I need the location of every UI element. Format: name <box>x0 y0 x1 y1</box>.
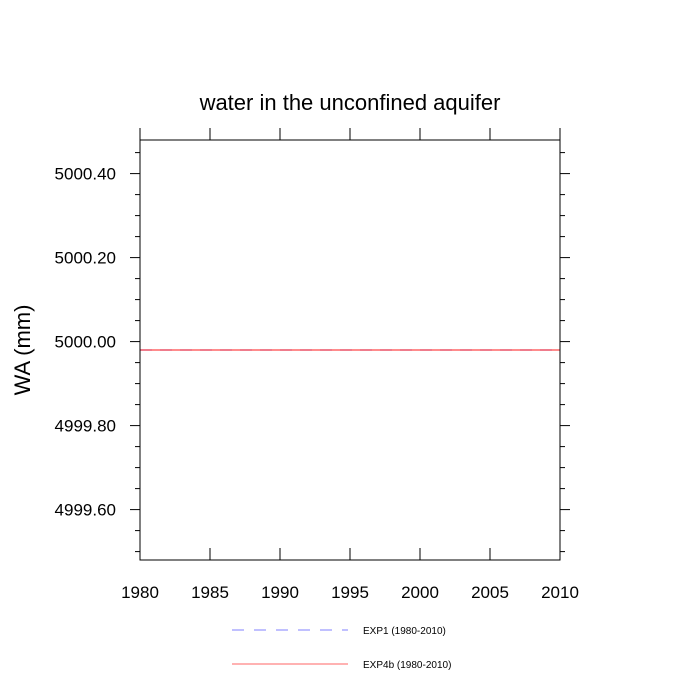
y-tick-label: 4999.60 <box>55 501 116 520</box>
x-tick-label: 1980 <box>121 583 159 602</box>
legend: EXP1 (1980-2010) EXP4b (1980-2010) <box>232 626 451 671</box>
x-tick-label: 2010 <box>541 583 579 602</box>
x-tick-label: 1990 <box>261 583 299 602</box>
x-tick-label: 2000 <box>401 583 439 602</box>
x-tick-label: 2005 <box>471 583 509 602</box>
y-tick-label: 4999.80 <box>55 417 116 436</box>
x-tick-label: 1985 <box>191 583 229 602</box>
y-axis-label: WA (mm) <box>10 305 35 396</box>
y-tick-label: 5000.40 <box>55 165 116 184</box>
legend-label-1: EXP1 (1980-2010) <box>363 626 446 637</box>
y-tick-label: 5000.00 <box>55 333 116 352</box>
chart-title: water in the unconfined aquifer <box>199 90 501 115</box>
legend-label-2: EXP4b (1980-2010) <box>363 660 451 671</box>
plot-frame <box>139 139 561 561</box>
y-tick-label: 5000.20 <box>55 249 116 268</box>
axes-layer: 1980 1985 1990 1995 2000 2005 2010 4999.60 4999.… <box>55 128 579 602</box>
x-tick-label: 1995 <box>331 583 369 602</box>
